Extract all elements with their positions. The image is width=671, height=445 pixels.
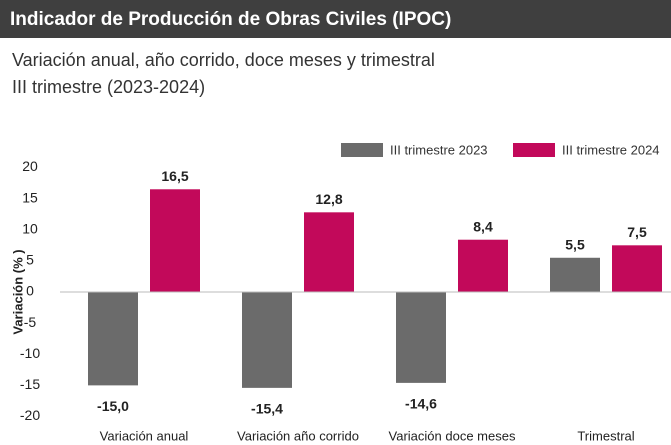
chart-subtitle: Variación anual, año corrido, doce meses… — [12, 50, 435, 70]
y-tick-label: 10 — [22, 220, 38, 236]
legend-swatch — [513, 143, 555, 157]
x-tick-label: Variación anual — [100, 428, 189, 443]
data-label: 7,5 — [627, 224, 647, 240]
y-tick-label: -15 — [20, 376, 40, 392]
bar — [150, 189, 200, 292]
y-tick-label: 15 — [22, 189, 38, 205]
bar — [612, 245, 662, 292]
legend-swatch — [341, 143, 383, 157]
legend-label: III trimestre 2023 — [390, 142, 488, 157]
header-bar — [0, 0, 671, 38]
x-tick-label: Variación doce meses — [389, 428, 516, 443]
bar — [458, 239, 508, 292]
data-label: 8,4 — [473, 218, 493, 234]
data-label: -15,0 — [97, 398, 129, 414]
bar — [550, 257, 600, 292]
data-label: 5,5 — [565, 236, 585, 252]
y-tick-label: 0 — [26, 283, 34, 299]
y-axis-label: Variación (% ) — [10, 249, 25, 334]
y-tick-label: -10 — [20, 345, 40, 361]
data-label: -14,6 — [405, 396, 437, 412]
data-label: 16,5 — [161, 168, 188, 184]
bar — [304, 212, 354, 292]
bar — [88, 292, 138, 386]
x-tick-label: Trimestral — [577, 428, 634, 443]
bar — [242, 292, 292, 388]
y-tick-label: 5 — [26, 252, 34, 268]
data-label: -15,4 — [251, 401, 283, 417]
x-tick-label: Variación año corrido — [237, 428, 359, 443]
chart-title: Indicador de Producción de Obras Civiles… — [10, 9, 451, 30]
chart-subtitle: III trimestre (2023-2024) — [12, 77, 205, 97]
y-tick-label: 20 — [22, 158, 38, 174]
legend-label: III trimestre 2024 — [562, 142, 660, 157]
y-tick-label: -5 — [24, 314, 37, 330]
data-label: 12,8 — [315, 191, 342, 207]
y-tick-label: -20 — [20, 407, 40, 423]
bar — [396, 292, 446, 383]
